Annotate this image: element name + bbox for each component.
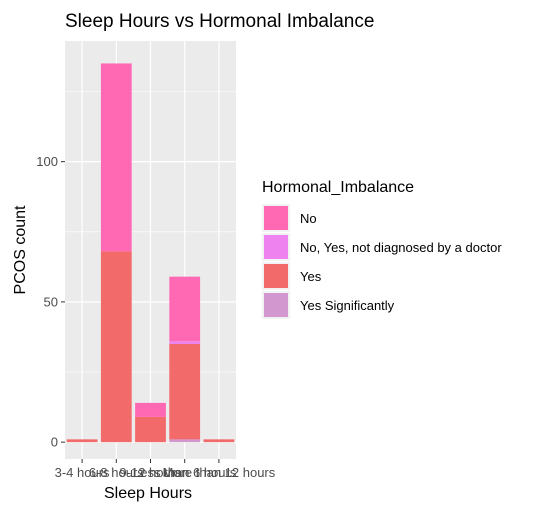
bar-segment	[203, 439, 235, 443]
bar-segment	[169, 439, 201, 443]
chart-title: Sleep Hours vs Hormonal Imbalance	[65, 11, 374, 32]
y-axis-title: PCOS count	[12, 205, 29, 294]
bar-segment	[135, 402, 166, 417]
y-tick-label: 100	[36, 154, 58, 169]
legend-key-swatch	[264, 235, 288, 259]
x-tick-label: More than 12 hours	[163, 465, 276, 480]
legend-label: Yes	[300, 269, 322, 284]
y-axis: 0 50 100	[36, 154, 65, 450]
legend-label: No, Yes, not diagnosed by a doctor	[300, 240, 502, 255]
bar-segment	[100, 251, 132, 443]
x-tick-label: 3-4 hours	[55, 465, 110, 480]
y-tick-label: 0	[51, 435, 58, 450]
bar-layer	[66, 63, 235, 443]
x-tick-label: 6-8 hours	[89, 465, 144, 480]
x-tick-label: 9-12 hours	[119, 465, 182, 480]
legend-key-swatch	[264, 264, 288, 288]
bar-segment	[169, 343, 201, 440]
legend-key-swatch	[264, 293, 288, 317]
legend: Hormonal_Imbalance No No, Yes, not diagno…	[262, 179, 502, 319]
legend-label: No	[300, 211, 317, 226]
legend-title: Hormonal_Imbalance	[262, 179, 414, 196]
bar-segment	[135, 416, 166, 443]
x-tick-label: Less than 6 hours	[133, 465, 237, 480]
legend-key-swatch	[264, 206, 288, 230]
bar-segment	[169, 341, 201, 344]
bar-segment	[100, 63, 132, 252]
bar-segment	[169, 276, 201, 342]
y-tick-label: 50	[44, 294, 58, 309]
legend-label: Yes Significantly	[300, 298, 395, 313]
x-axis-title: Sleep Hours	[104, 485, 192, 502]
bar-segment	[66, 439, 98, 443]
